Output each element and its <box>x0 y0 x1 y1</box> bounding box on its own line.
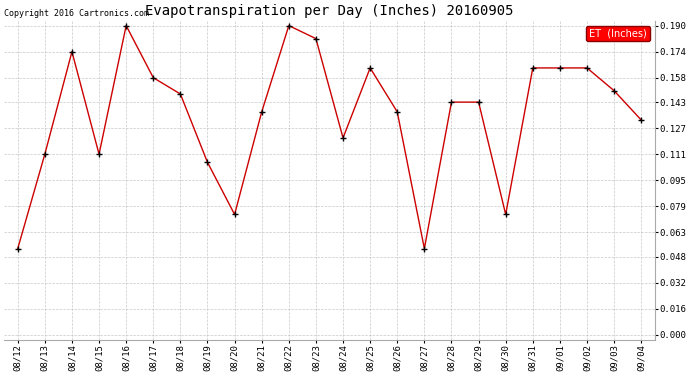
Title: Evapotranspiration per Day (Inches) 20160905: Evapotranspiration per Day (Inches) 2016… <box>145 4 514 18</box>
Legend: ET  (Inches): ET (Inches) <box>586 26 650 41</box>
Text: Copyright 2016 Cartronics.com: Copyright 2016 Cartronics.com <box>4 9 149 18</box>
